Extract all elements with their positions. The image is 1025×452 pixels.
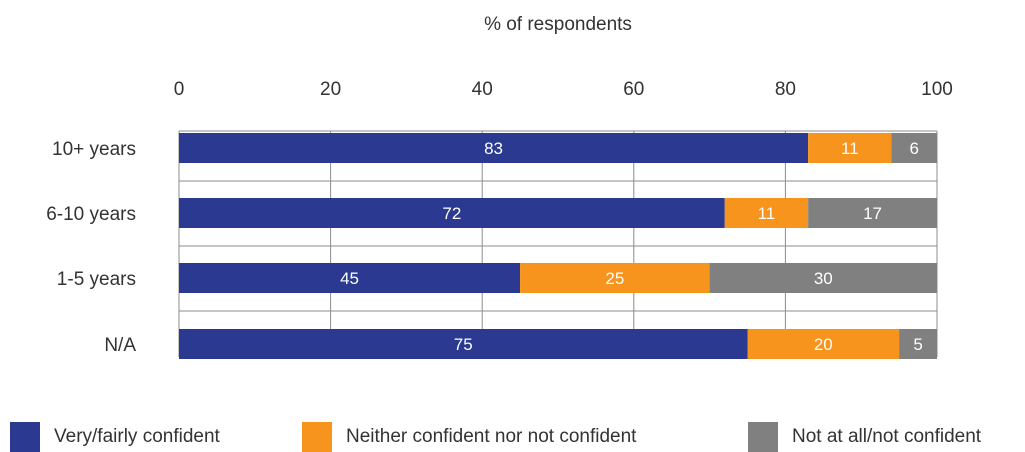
x-tick-label: 100 — [921, 79, 953, 100]
bar-segment — [179, 329, 748, 359]
bar-value-label: 5 — [913, 335, 922, 354]
x-tick-label: 20 — [320, 79, 341, 100]
legend-item-very-fairly-confident: Very/fairly confident — [10, 422, 220, 452]
x-tick-labels: 0 20 40 60 80 100 — [174, 79, 953, 100]
legend: Very/fairly confident Neither confident … — [0, 422, 1025, 452]
bar-segment — [179, 198, 725, 228]
x-tick-label: 40 — [472, 79, 493, 100]
bars: 83 11 6 72 11 17 45 25 30 75 20 5 — [179, 133, 937, 359]
bar-value-label: 72 — [442, 204, 461, 223]
bar-value-label: 75 — [454, 335, 473, 354]
gridlines — [178, 130, 938, 358]
legend-item-neither-confident: Neither confident nor not confident — [302, 422, 636, 452]
bar-value-label: 45 — [340, 269, 359, 288]
category-label: 6-10 years — [46, 204, 136, 225]
x-tick-label: 80 — [775, 79, 796, 100]
bar-segment — [808, 133, 892, 163]
legend-swatch — [748, 422, 778, 452]
bar-value-label: 30 — [814, 269, 833, 288]
legend-label: Neither confident nor not confident — [346, 426, 637, 447]
legend-label: Not at all/not confident — [792, 426, 982, 447]
bar-value-label: 11 — [758, 204, 776, 223]
bar-value-label: 83 — [484, 139, 503, 158]
stacked-bar-chart: % of respondents 0 20 40 60 80 100 83 11 6 72 11 1… — [46, 14, 953, 359]
legend-swatch — [10, 422, 40, 452]
category-labels: 10+ years 6-10 years 1-5 years N/A — [46, 139, 136, 356]
x-tick-label: 60 — [623, 79, 644, 100]
bar-segment — [747, 329, 900, 359]
bar-value-label: 20 — [814, 335, 833, 354]
x-axis-label: % of respondents — [484, 14, 632, 35]
legend-swatch — [302, 422, 332, 452]
bar-segment — [724, 198, 809, 228]
x-tick-label: 0 — [174, 79, 185, 100]
bar-segment — [891, 133, 937, 163]
bar-segment — [520, 263, 710, 293]
bar-value-label: 25 — [605, 269, 624, 288]
category-label: 10+ years — [52, 139, 136, 160]
category-label: 1-5 years — [57, 269, 136, 290]
category-label: N/A — [104, 335, 136, 356]
bar-segment — [179, 133, 809, 163]
legend-item-not-confident: Not at all/not confident — [748, 422, 981, 452]
bar-segment — [179, 263, 521, 293]
bar-value-label: 17 — [863, 204, 882, 223]
bar-value-label: 11 — [841, 139, 859, 158]
bar-value-label: 6 — [910, 139, 919, 158]
bar-segment — [808, 198, 937, 228]
bar-segment — [709, 263, 937, 293]
bar-segment — [899, 329, 937, 359]
legend-label: Very/fairly confident — [54, 426, 220, 447]
